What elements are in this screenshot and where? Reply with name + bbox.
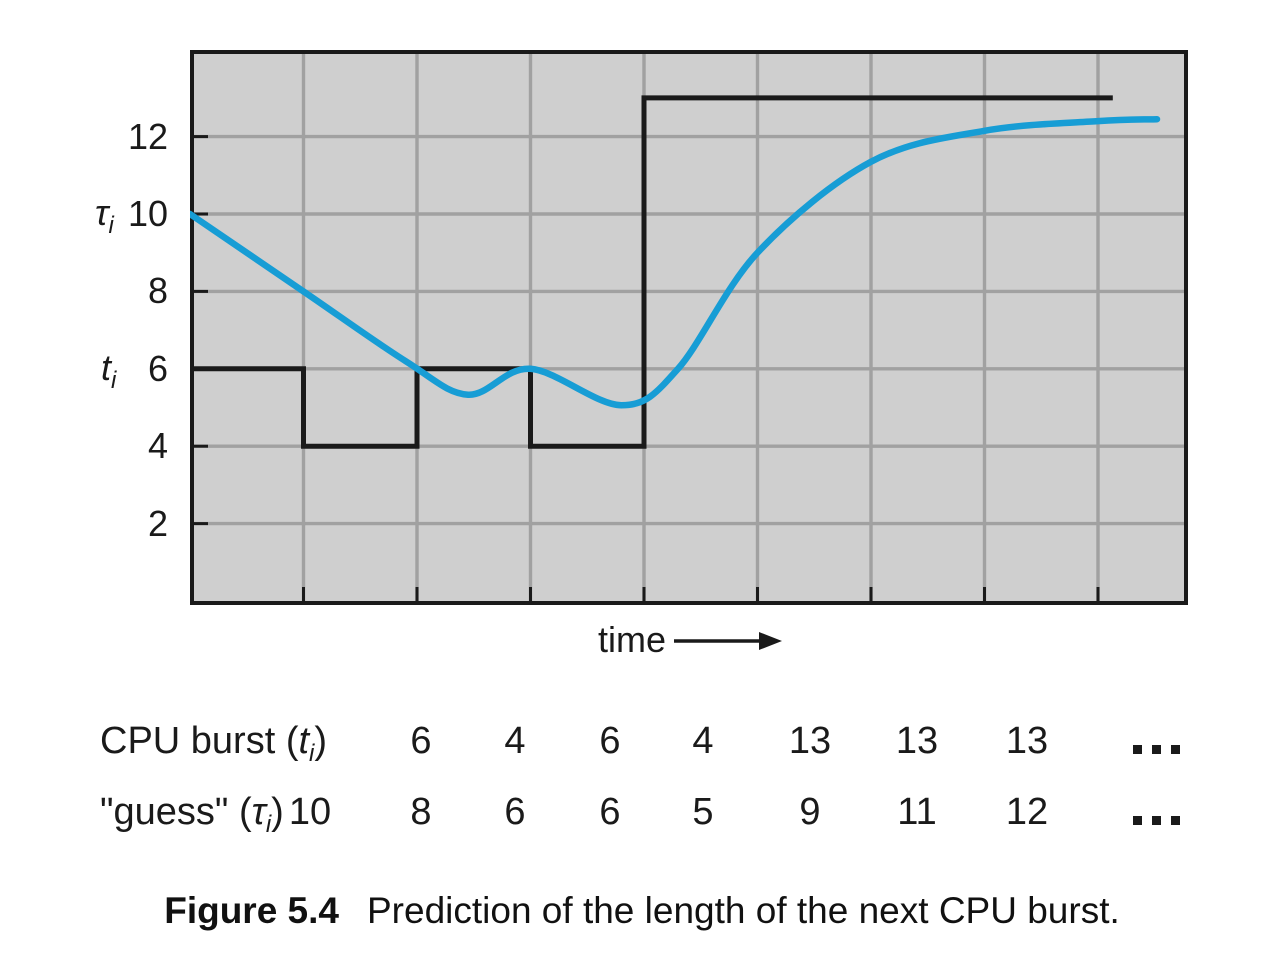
- ellipsis-dots: [1128, 720, 1185, 762]
- y-tick-label-10: 10: [127, 193, 168, 234]
- guess-row-value-4: 5: [692, 791, 714, 833]
- cpu-burst-row-value-2: 4: [504, 720, 526, 762]
- guess-row-value-7: 12: [1005, 791, 1049, 833]
- figure-caption: Figure 5.4 Prediction of the length of th…: [0, 889, 1284, 933]
- guess-row-value-8: [1108, 791, 1204, 833]
- guess-row-value-0: 10: [288, 791, 332, 833]
- tau-symbol: τ: [95, 192, 109, 233]
- guess-row-value-5: 9: [799, 791, 821, 833]
- t-symbol: t: [101, 347, 112, 388]
- figure-caption-label: Figure 5.4: [164, 890, 339, 931]
- cpu-burst-row-label: CPU burst (ti): [100, 720, 328, 767]
- x-axis-label-row: time: [598, 619, 782, 661]
- t-subscript: i: [111, 367, 117, 394]
- y-tick-label-4: 4: [147, 425, 168, 467]
- y-tick-label-2: 2: [147, 502, 168, 544]
- time-label: time: [598, 619, 667, 660]
- ellipsis-dots: [1128, 791, 1185, 833]
- guess-row-value-6: 11: [897, 791, 937, 833]
- cpu-burst-row-value-7: 13: [1005, 720, 1049, 762]
- cpu-burst-row-value-4: 4: [692, 720, 714, 762]
- cpu-burst-row-value-5: 13: [788, 720, 832, 762]
- cpu-burst-row-value-3: 6: [599, 720, 621, 762]
- cpu-burst-row-value-8: [1108, 720, 1204, 762]
- y-tick-label-6: 6: [147, 347, 168, 389]
- y-axis-tau-label: τi: [95, 192, 114, 238]
- y-tick-label-8: 8: [147, 270, 168, 312]
- y-tick-label-12: 12: [127, 115, 168, 157]
- burst-prediction-chart: [190, 50, 1188, 605]
- guess-row-value-1: 8: [410, 791, 432, 833]
- guess-row-value-3: 6: [599, 791, 621, 833]
- guess-row: "guess" (τi) 10 8 6 6 5 9 11 12: [0, 791, 1284, 838]
- figure-caption-text: Prediction of the length of the next CPU…: [367, 890, 1120, 931]
- guess-row-value-2: 6: [504, 791, 526, 833]
- guess-row-label: "guess" (τi): [100, 791, 284, 838]
- time-arrow-icon: [674, 632, 782, 650]
- cpu-burst-row-value-6: 13: [895, 720, 939, 762]
- cpu-burst-row: CPU burst (ti) 6 4 6 4 13 13 13: [0, 720, 1284, 767]
- tau-subscript: i: [108, 212, 114, 239]
- cpu-burst-row-value-1: 6: [410, 720, 432, 762]
- y-axis-t-label: ti: [101, 347, 116, 393]
